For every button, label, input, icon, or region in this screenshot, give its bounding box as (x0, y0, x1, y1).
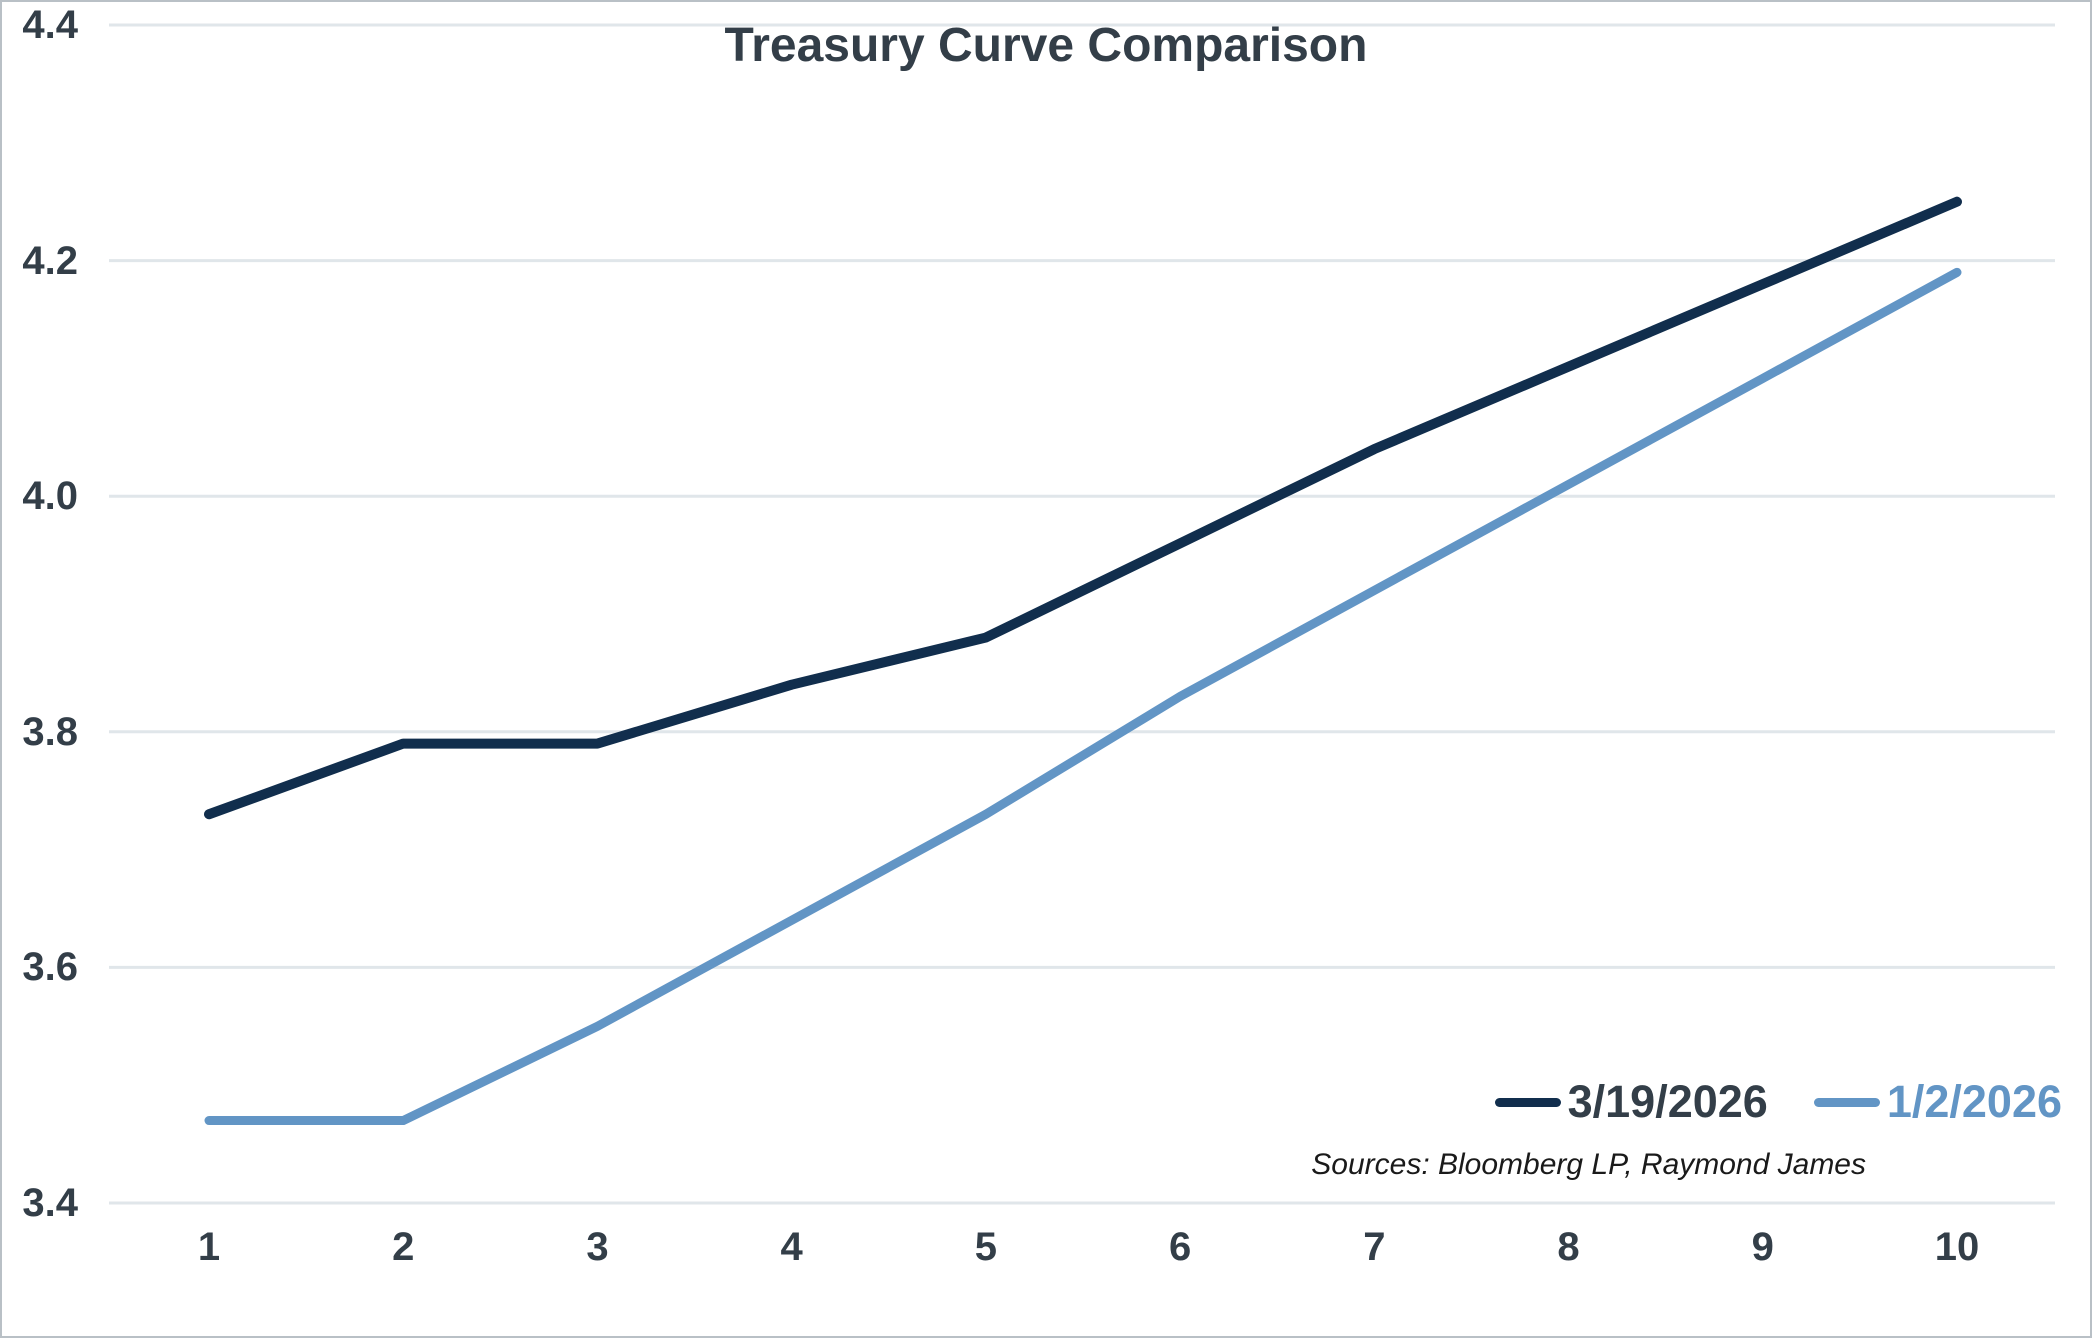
y-tick-label: 4.4 (22, 3, 78, 47)
y-tick-label: 3.6 (22, 945, 78, 990)
y-tick-label: 4.0 (22, 474, 78, 519)
source-note: Sources: Bloomberg LP, Raymond James (1311, 1148, 1866, 1181)
x-tick-label: 2 (392, 1225, 415, 1269)
series-line-3-19-2026 (204, 196, 1962, 820)
chart-title: Treasury Curve Comparison (724, 19, 1368, 72)
x-tick-label: 6 (1168, 1225, 1192, 1269)
x-tick-label: 10 (1934, 1225, 1980, 1269)
x-tick-label: 3 (586, 1225, 609, 1269)
legend-line-swatch (1494, 1097, 1561, 1107)
x-tick-label: 7 (1363, 1225, 1386, 1269)
x-tick-label: 1 (197, 1225, 221, 1269)
y-tick-label: 4.2 (22, 238, 78, 283)
legend-item: 3/19/2026 (1494, 1074, 1768, 1130)
y-tick-label: 3.4 (22, 1181, 78, 1225)
legend-label: 1/2/2026 (1886, 1076, 2062, 1127)
x-tick-label: 5 (974, 1225, 997, 1269)
y-tick-label: 3.8 (22, 709, 78, 754)
legend-line-swatch (1813, 1097, 1880, 1107)
x-tick-label: 8 (1557, 1225, 1580, 1269)
legend: 3/19/2026 1/2/2026 (1494, 1074, 2062, 1130)
x-tick-label: 9 (1751, 1225, 1774, 1269)
legend-item: 1/2/2026 (1813, 1074, 2062, 1130)
legend-label: 3/19/2026 (1567, 1076, 1768, 1127)
series-line-1-2-2026 (204, 267, 1962, 1126)
x-tick-label: 4 (780, 1225, 803, 1269)
